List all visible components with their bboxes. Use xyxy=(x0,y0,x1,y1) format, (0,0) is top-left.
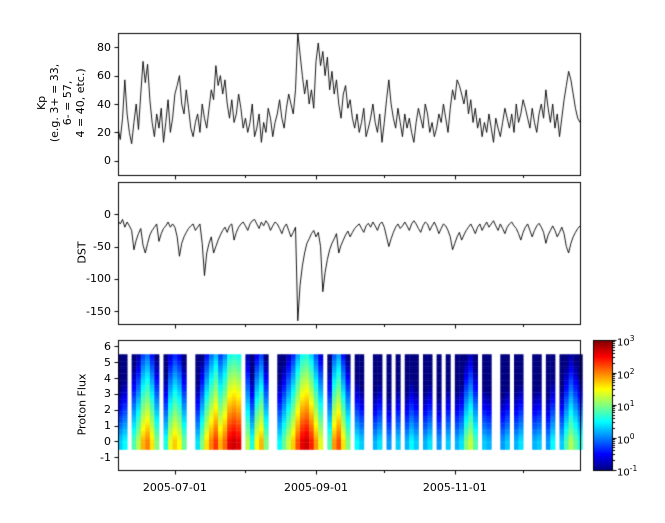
x-tick-label-nov: 2005-11-01 xyxy=(422,481,487,494)
y-tick-label: -50 xyxy=(93,240,111,254)
y-tick-label: 0 xyxy=(104,207,111,221)
y-tick-label: 4 xyxy=(104,371,111,385)
y-tick-label: 20 xyxy=(97,125,111,139)
y-tick-label: 0 xyxy=(104,434,111,448)
y-tick-label: 5 xyxy=(104,355,111,369)
y-tick-label: 2 xyxy=(104,403,111,417)
y-tick-label: 1 xyxy=(104,419,111,433)
proton-flux-axis-label: Proton Flux xyxy=(75,373,89,436)
y-tick-label: 80 xyxy=(97,40,111,54)
colorbar-tick-label: 100 xyxy=(617,431,635,446)
y-tick-label: 6 xyxy=(104,339,111,353)
y-tick-label: -150 xyxy=(86,304,111,318)
y-tick-label: 3 xyxy=(104,387,111,401)
colorbar-tick-label: 10-1 xyxy=(617,464,638,479)
colorbar-tick-label: 102 xyxy=(617,366,635,381)
colorbar-tick-label: 101 xyxy=(617,399,635,414)
y-tick-label: -100 xyxy=(86,272,111,286)
y-tick-label: 0 xyxy=(104,154,111,168)
y-tick-label: 40 xyxy=(97,97,111,111)
x-tick-label-sep: 2005-09-01 xyxy=(284,481,348,494)
y-tick-label: -1 xyxy=(100,450,111,464)
x-tick-label-jul: 2005-07-01 xyxy=(142,481,207,494)
colorbar-tick-label: 103 xyxy=(617,334,635,349)
y-tick-label: 60 xyxy=(97,69,111,83)
kp-axis-label: Kp (e.g. 3+ = 33, 6- = 57, 4 = 40, etc.) xyxy=(35,63,87,143)
